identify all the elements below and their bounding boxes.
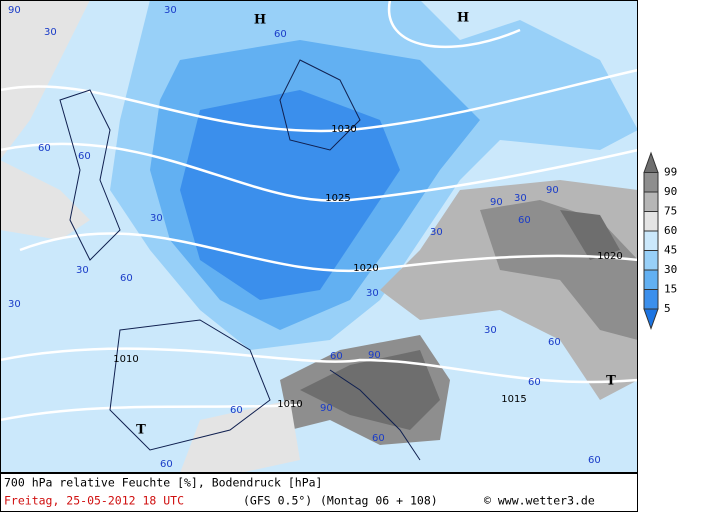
footer-title: 700 hPa relative Feuchte [%], Bodendruck… [4,476,323,490]
legend-swatch [643,250,659,271]
isobar-label: 1025 [325,193,350,204]
legend-swatch [643,230,659,251]
humidity-label: 60 [230,405,243,416]
footer-frame [0,473,638,512]
pressure-centers: H H T T [136,11,616,438]
humidity-area [0,0,90,160]
humidity-label: 30 [150,213,163,224]
humidity-label: 30 [44,27,57,38]
isobar-label: 1010 [277,399,302,410]
humidity-label: 60 [528,377,541,388]
footer-run: (Montag 06 + 108) [320,494,438,508]
footer-model: (GFS 0.5°) [243,494,312,508]
high-center: H [457,11,469,26]
legend: 99 90 75 60 45 30 15 5 [643,151,677,330]
humidity-label: 60 [120,273,133,284]
humidity-label: 60 [372,433,385,444]
legend-label: 75 [664,205,677,218]
humidity-area [300,350,440,430]
humidity-label: 60 [518,215,531,226]
low-center: T [136,423,146,438]
isobar-label: 1015 [501,394,526,405]
humidity-label: 90 [490,197,503,208]
legend-label: 15 [664,283,677,296]
footer-date: Freitag, 25-05-2012 18 UTC [4,494,184,508]
legend-swatch [643,172,659,193]
humidity-area [0,160,90,240]
legend-swatch [643,269,659,290]
humidity-area [180,400,300,473]
humidity-label: 30 [430,227,443,238]
humidity-label: 30 [76,265,89,276]
isobar-label: 1010 [113,354,138,365]
map-frame [0,0,638,473]
humidity-labels: 90 30 30 60 60 30 60 30 60 30 30 60 30 9… [8,5,601,470]
legend-label: 30 [664,263,677,276]
humidity-label: 90 [546,185,559,196]
isobar-label: 1030 [331,124,356,135]
humidity-label: 60 [548,337,561,348]
legend-label: 45 [664,244,677,257]
humidity-label: 60 [330,351,343,362]
humidity-label: 30 [366,288,379,299]
humidity-label: 90 [8,5,21,16]
legend-label: 99 [664,166,677,179]
legend-label: 5 [664,302,671,315]
isobar-label: 1020 [353,263,378,274]
legend-swatch [643,211,659,232]
legend-arrow [643,151,659,173]
humidity-label: 90 [320,403,333,414]
humidity-label: 30 [8,299,21,310]
legend-arrow [643,308,659,330]
low-center: T [606,374,616,389]
coastlines [59,59,421,461]
legend-label: 60 [664,224,677,237]
humidity-label: 30 [484,325,497,336]
humidity-label: 30 [514,193,527,204]
high-center: H [254,13,266,28]
isobar-label: 1020 [597,251,622,262]
legend-swatch [643,191,659,212]
humidity-label: 60 [78,151,91,162]
isobar-labels: 1030 1025 1020 1015 1010 1010 1020 [113,124,622,410]
humidity-label: 60 [274,29,287,40]
humidity-label: 60 [160,459,173,470]
footer-credit: © www.wetter3.de [484,494,595,508]
humidity-label: 60 [38,143,51,154]
humidity-label: 60 [588,455,601,466]
humidity-label: 90 [368,350,381,361]
legend-label: 90 [664,185,677,198]
humidity-area [560,210,620,260]
legend-swatch [643,289,659,310]
humidity-label: 30 [164,5,177,16]
